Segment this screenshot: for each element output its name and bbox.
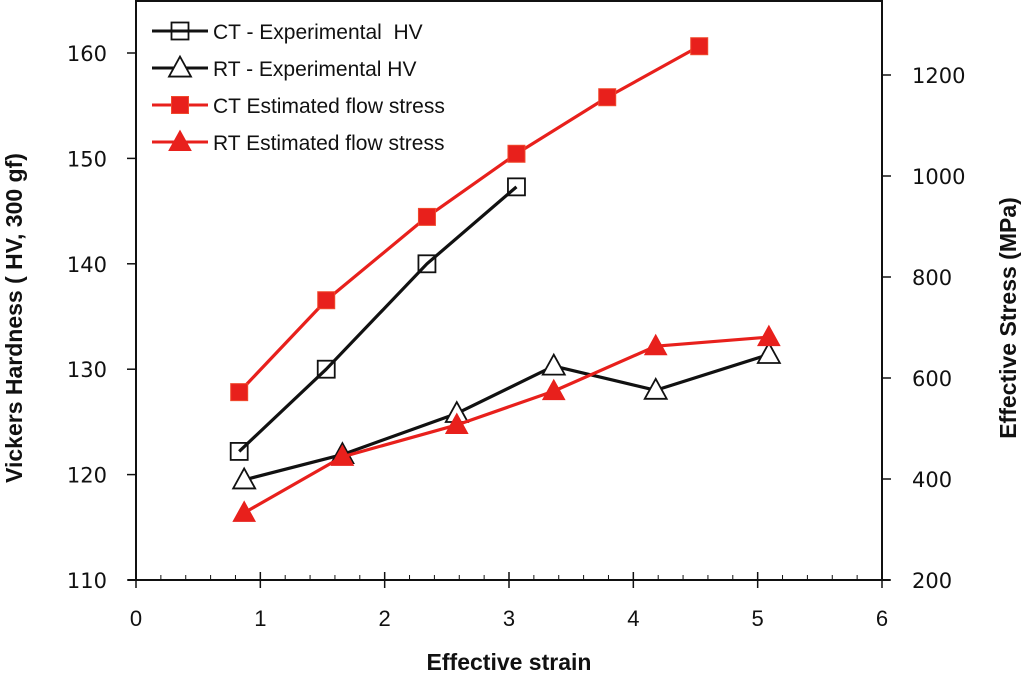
data-point [541, 378, 566, 401]
x-tick-label: 2 [379, 606, 391, 631]
legend-marker [170, 21, 190, 41]
series-line [243, 352, 770, 482]
y-tick-label: 110 [67, 569, 107, 593]
data-point [230, 383, 249, 402]
data-point [643, 377, 669, 400]
y-tick-label: 120 [67, 464, 107, 488]
data-point [317, 291, 336, 310]
y-tick-label: 160 [67, 42, 107, 66]
data-point [756, 341, 782, 364]
data-point [417, 254, 437, 274]
y2-tick-label: 800 [912, 266, 952, 290]
legend: CT - Experimental HV RT - Experimental HV… [152, 21, 445, 155]
x-tick-label: 1 [254, 606, 266, 631]
series-ct-experimental-hv [229, 177, 526, 461]
series-line [238, 185, 518, 453]
series-rt-experimental-hv [231, 341, 782, 490]
data-point [598, 88, 617, 107]
legend-item: RT Estimated flow stress [152, 129, 444, 155]
legend-label: RT - Experimental HV [213, 58, 416, 81]
legend-item: RT - Experimental HV [152, 54, 416, 81]
legend-label: RT Estimated flow stress [213, 132, 444, 155]
x-tick-label: 0 [130, 606, 142, 631]
legend-item: CT - Experimental HV [152, 21, 423, 44]
y2-axis-title: Effective Stress (MPa) [995, 197, 1021, 439]
data-point [541, 352, 567, 376]
data-point [643, 333, 668, 356]
y2-tick-label: 400 [912, 468, 952, 492]
series-ct-estimated-flow-stress [230, 37, 709, 402]
y2-tick-label: 1000 [912, 165, 965, 189]
data-point [507, 177, 526, 197]
data-point [231, 466, 257, 490]
data-point [232, 500, 257, 522]
series-rt-estimated-flow-stress [232, 324, 781, 522]
data-point [229, 442, 249, 461]
legend-marker [167, 54, 193, 78]
x-tick-label: 5 [752, 606, 764, 631]
data-point [330, 444, 355, 466]
x-tick-label: 4 [627, 606, 639, 631]
legend-marker [168, 129, 192, 152]
series-line [243, 335, 769, 515]
y-tick-label: 130 [67, 358, 107, 382]
x-axis-title: Effective strain [427, 649, 592, 675]
series-line [238, 44, 701, 394]
data-point [444, 412, 469, 435]
data-point [507, 144, 526, 163]
legend-label: CT Estimated flow stress [213, 95, 445, 118]
y-tick-label: 140 [67, 253, 107, 277]
legend-marker [171, 96, 189, 114]
x-tick-label: 6 [876, 606, 888, 631]
y2-tick-label: 200 [912, 569, 952, 593]
data-point [316, 359, 336, 379]
legend-label: CT - Experimental HV [213, 21, 423, 44]
y2-tick-label: 600 [912, 367, 952, 391]
data-point [757, 324, 781, 347]
x-tick-label: 3 [503, 606, 515, 631]
data-point [690, 37, 709, 56]
legend-item: CT Estimated flow stress [152, 95, 445, 118]
series-layer [229, 37, 782, 522]
axes: 0 1 2 3 4 5 6 110 120 130 140 150 160 200 400 600 800 100… [67, 0, 965, 631]
data-point [417, 207, 436, 226]
y-axis-title: Vickers Hardness ( HV, 300 gf) [1, 153, 27, 483]
y2-tick-label: 1200 [912, 64, 965, 88]
y-tick-label: 150 [67, 147, 107, 171]
